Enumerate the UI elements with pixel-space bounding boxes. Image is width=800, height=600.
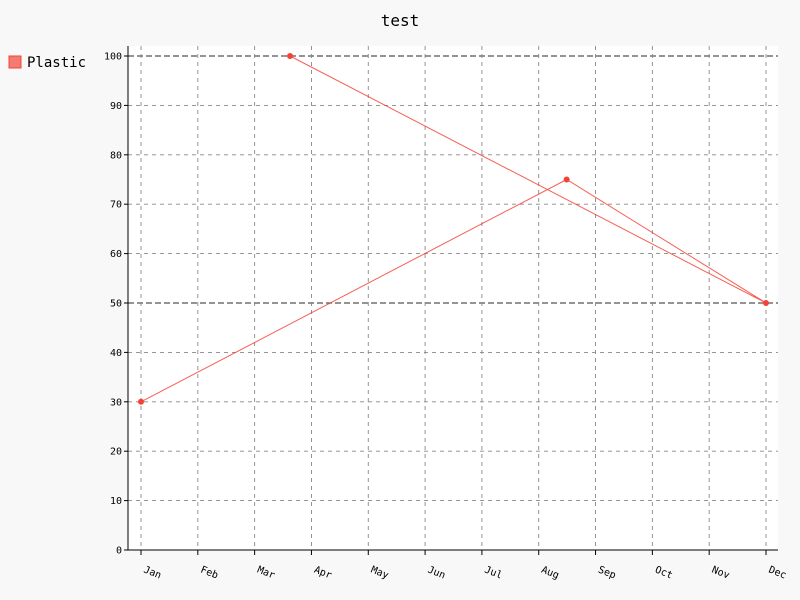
x-tick-label: Jul [483, 565, 504, 582]
x-tick-label: Jan [142, 565, 163, 582]
chart-title: test [381, 11, 420, 30]
x-tick-label: Aug [540, 565, 561, 582]
data-point [287, 53, 294, 59]
plot-background [128, 46, 778, 550]
axes [127, 46, 778, 551]
y-tick-label: 20 [110, 447, 122, 458]
x-tick-label: Jun [426, 565, 447, 582]
y-tick-label: 0 [116, 546, 122, 557]
y-tick-label: 30 [110, 397, 122, 408]
x-axis-ticks: Jan Feb Mar Apr May Jun Jul Aug Sep Oct Nov Dec [140, 550, 788, 582]
y-tick-label: 80 [110, 150, 122, 161]
y-tick-label: 10 [110, 496, 122, 507]
y-axis-ticks: 0 10 20 30 40 50 60 70 80 90 100 [104, 52, 128, 557]
plot-area [128, 46, 778, 550]
y-tick-label: 60 [110, 249, 122, 260]
x-tick-label: Feb [199, 565, 220, 582]
data-point [763, 300, 769, 306]
y-tick-label: 50 [110, 299, 122, 310]
series-plastic [138, 53, 769, 405]
data-point [563, 176, 570, 183]
y-tick-label: 100 [104, 52, 122, 63]
y-tick-label: 90 [110, 101, 122, 112]
legend-label-plastic: Plastic [27, 55, 86, 71]
x-tick-label: Nov [710, 565, 731, 582]
data-point [138, 398, 144, 405]
x-tick-label: Apr [312, 565, 333, 582]
x-tick-label: Oct [653, 565, 674, 582]
x-tick-label: May [369, 565, 390, 582]
legend-swatch-plastic [8, 55, 22, 69]
x-tick-label: Dec [767, 565, 788, 582]
y-tick-label: 40 [110, 348, 122, 359]
x-tick-label: Mar [256, 565, 277, 582]
y-tick-label: 70 [110, 200, 122, 211]
series-line [140, 55, 767, 403]
grid [128, 46, 778, 550]
legend: Plastic [8, 55, 86, 71]
x-tick-label: Sep [596, 565, 617, 582]
